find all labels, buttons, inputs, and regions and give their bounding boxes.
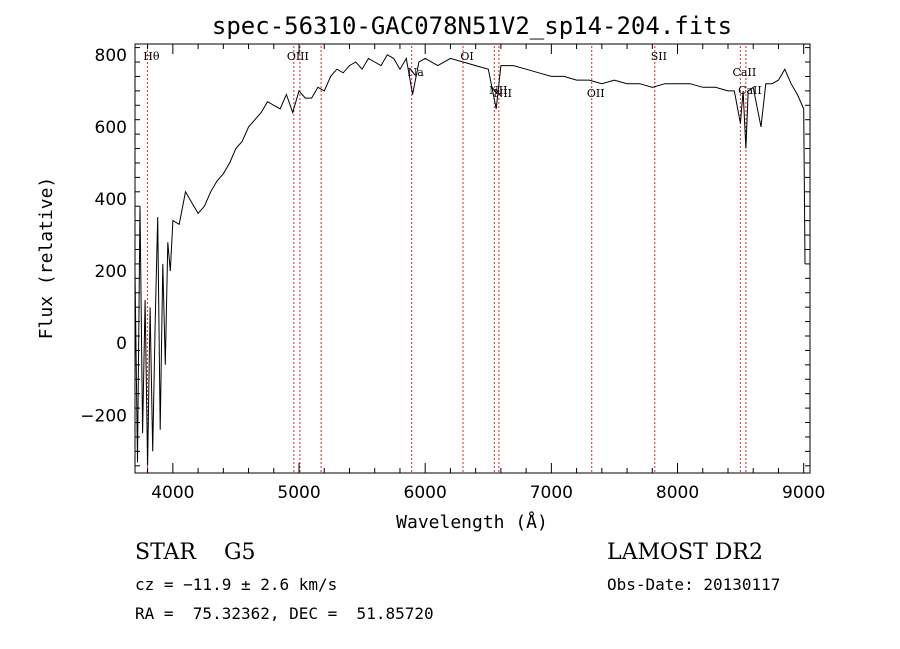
y-tick-label-3: 400 — [95, 190, 127, 210]
spectrum-line — [134, 54, 806, 466]
y-tick-label-0: −200 — [80, 406, 127, 426]
x-axis-label: Wavelength (Å) — [396, 511, 548, 533]
observation-date: Obs-Date: 20130117 — [607, 575, 781, 594]
line-label-5: OI — [460, 50, 473, 63]
y-axis-label: Flux (relative) — [36, 177, 57, 340]
spectral-line-markers — [146, 46, 747, 472]
x-tick-label-3: 7000 — [530, 483, 573, 503]
x-tick-label-2: 6000 — [404, 483, 447, 503]
line-label-11: CaII — [738, 84, 762, 97]
coordinates-text: RA = 75.32362, DEC = 51.85720 — [135, 604, 434, 623]
x-tick-label-1: 5000 — [277, 483, 320, 503]
y-tick-label-5: 800 — [95, 46, 127, 66]
x-tick-label-5: 9000 — [782, 483, 825, 503]
chart-title: spec-56310-GAC078N51V2_sp14-204.fits — [212, 12, 732, 40]
x-tick-label-0: 4000 — [151, 483, 194, 503]
line-label-9: SII — [651, 50, 667, 63]
line-label-4: Na — [408, 66, 425, 79]
axis-ticks: 4000 5000 6000 7000 8000 9000 −200 0 200 400 600 80… — [80, 44, 825, 503]
line-label-8: OII — [587, 87, 605, 100]
y-tick-label-2: 200 — [95, 262, 127, 282]
line-label-1: OIII — [287, 50, 309, 63]
line-label-0: Hθ — [143, 50, 160, 63]
y-tick-label-1: 0 — [116, 334, 127, 354]
redshift-text: cz = −11.9 ± 2.6 km/s — [135, 575, 338, 594]
line-label-7: NII — [494, 87, 512, 100]
y-tick-label-4: 600 — [95, 118, 127, 138]
plot-frame — [134, 43, 811, 474]
x-tick-label-4: 8000 — [656, 483, 699, 503]
line-label-10: CaII — [733, 66, 757, 79]
object-class: STAR G5 — [135, 540, 256, 565]
survey-name: LAMOST DR2 — [607, 540, 763, 565]
